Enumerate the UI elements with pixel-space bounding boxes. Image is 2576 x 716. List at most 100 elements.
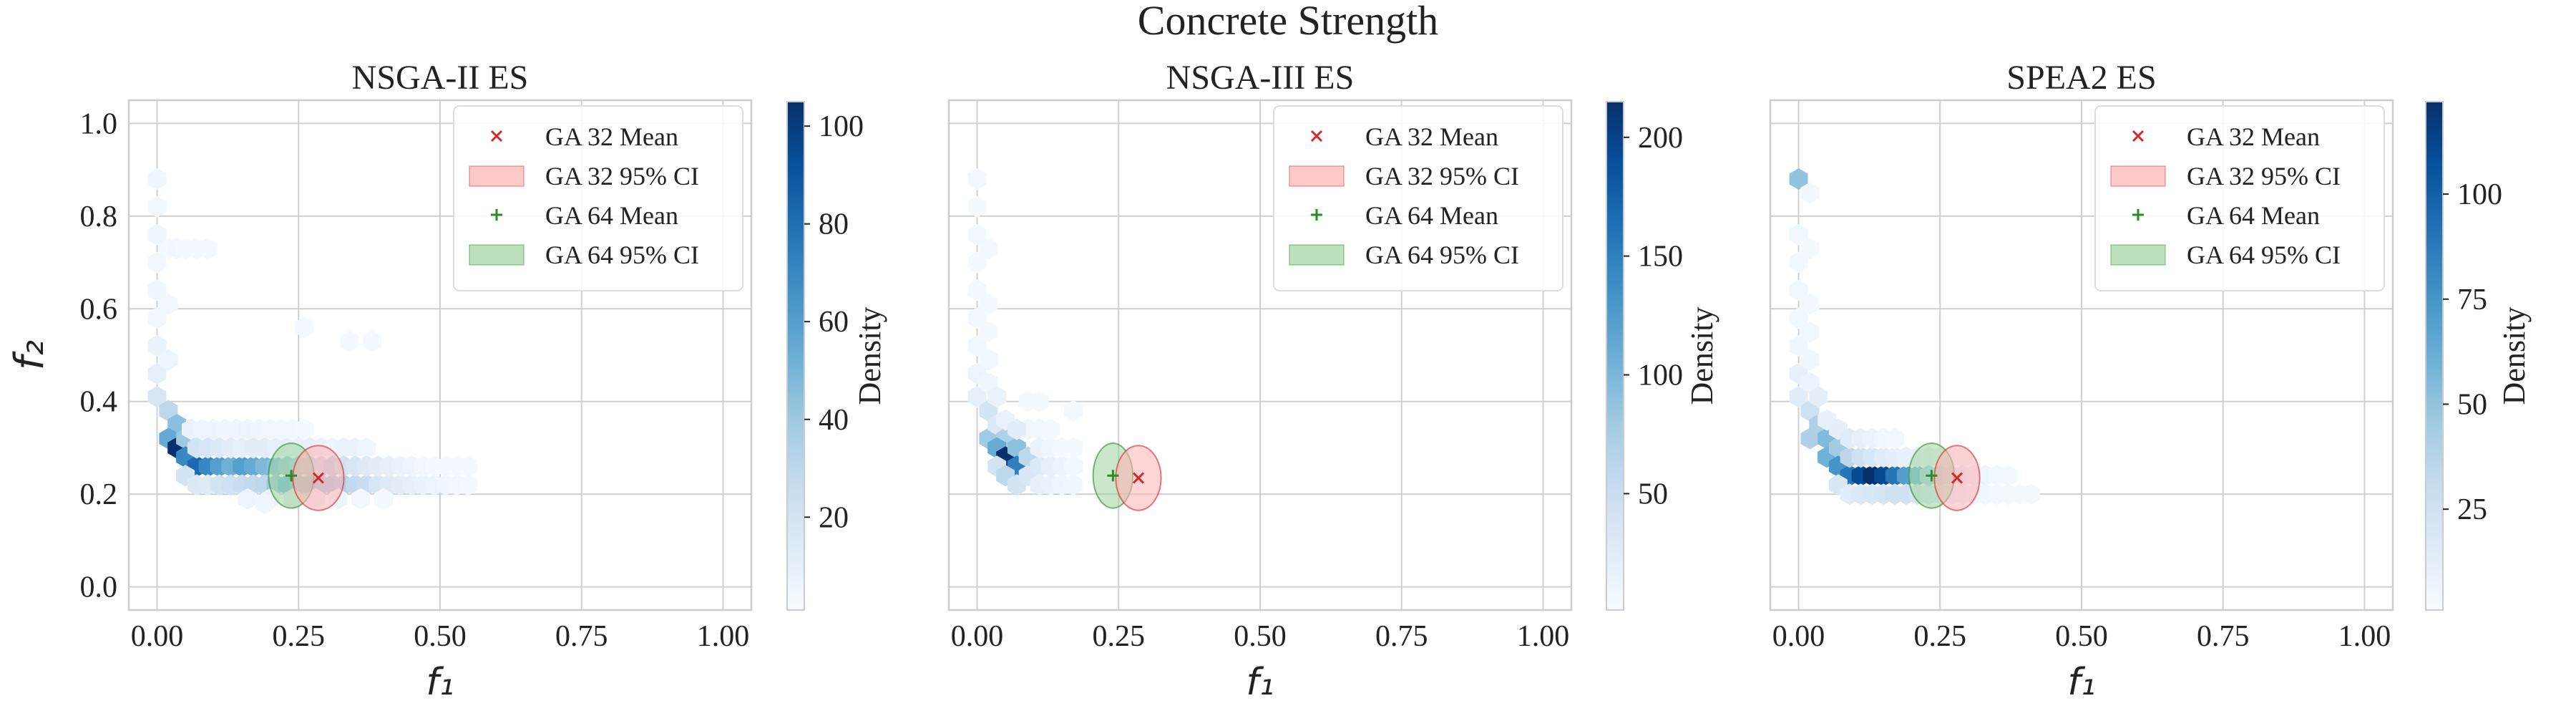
hexbin-cell [979,321,998,343]
hexbin-cell [459,455,478,478]
subplot-title: NSGA-III ES [1166,59,1355,97]
ga64-mean-marker [285,470,297,482]
legend-ga32-mean-symbol [1310,130,1323,142]
x-tick-label: 0.00 [131,620,184,653]
y-tick-label: 1.0 [80,107,118,140]
legend-ga32-ci-patch [1289,165,1345,187]
hexbin-cell [979,372,998,394]
hexbin-layer [967,168,1083,496]
ga32-mean-marker [312,472,325,484]
hexbin-cell [979,238,998,260]
subplot-title: SPEA2 ES [2006,59,2156,97]
legend-label: GA 64 95% CI [1365,241,1519,269]
hexbin-cell [1064,474,1083,496]
legend-ga32-mean-symbol [2132,130,2145,142]
hexbin-cell [147,195,167,218]
hexbin-cell [1064,437,1083,459]
colorbar-label: Density [852,307,887,405]
x-tick-label: 0.25 [1914,620,1967,653]
colorbar-gradient [2425,101,2444,611]
ga32-mean-marker [1951,472,1963,484]
hexbin-cell [1789,386,1808,408]
hexbin-cell [295,316,314,339]
colorbar-tick-label: 100 [819,110,864,143]
figure-title: Concrete Strength [1138,0,1438,44]
x-tick-label: 0.50 [1234,620,1287,653]
hexbin-cell [238,488,258,510]
hexbin-cell [967,335,987,357]
legend-ga64-ci-patch [469,244,525,266]
hexbin-cell [1800,372,1820,394]
legend-label: GA 32 95% CI [545,162,699,190]
legend-ga64-ci-patch [2110,244,2166,266]
hexbin-cell [979,293,998,315]
legend: GA 32 Mean GA 32 95% CI GA 64 Mean GA 64 95… [453,105,743,291]
hexbin-cell [967,223,987,246]
ga64-mean-marker [1926,470,1938,482]
legend-label: GA 64 Mean [1365,201,1498,230]
colorbar: 25 50 75 100 Density [2425,101,2532,611]
hexbin-cell [967,168,987,190]
colorbar-label: Density [1684,307,1719,405]
y-tick-label: 0.6 [80,293,118,326]
hexbin-cell [1789,168,1808,190]
hexbin-cell [147,307,167,329]
hexbin-cell [147,251,167,274]
hexbin-cell [967,307,987,329]
colorbar-tick-label: 50 [2457,388,2487,421]
colorbar-gradient [1606,101,1624,611]
hexbin-cell [1789,223,1808,246]
y-axis-label: f₂ [6,340,53,370]
colorbar-tick-label: 75 [2457,284,2487,316]
hexbin-cell [1800,182,1820,204]
hexbin-cell [1789,335,1808,357]
subplot-1: NSGA-II ES 0.00 0.25 0.50 0.75 1.00 0.0 0.2 0.4 0… [6,59,887,704]
hexbin-cell [147,362,167,384]
colorbar-tick-label: 40 [819,404,849,437]
y-tick-label: 0.0 [80,571,118,604]
legend-label: GA 32 Mean [545,122,678,151]
hexbin-cell [1809,386,1828,408]
hexbin-cell [159,293,178,315]
hexbin-cell [147,279,167,301]
legend-box [1273,105,1563,291]
legend-label: GA 32 95% CI [2187,162,2341,190]
ga32-mean-stroke [312,472,325,484]
hexbin-cell [374,488,393,510]
colorbar-tick-label: 100 [1638,359,1683,392]
colorbar-tick-label: 60 [819,306,849,339]
x-axis-label: f₁ [426,661,454,704]
colorbar-tick-label: 50 [1638,478,1668,511]
hexbin-cell [1800,293,1820,315]
legend-label: GA 32 95% CI [1365,162,1519,190]
legend-ga64-mean-symbol [2132,209,2144,221]
x-axis-label: f₁ [1246,661,1274,704]
hexbin-cell [1800,321,1820,343]
hexbin-cell [967,195,987,218]
hexbin-cell [363,330,382,352]
hexbin-cell [1041,418,1060,440]
x-axis-label: f₁ [2067,661,2095,704]
legend-label: GA 64 95% CI [545,241,699,269]
legend-symbol-stroke [2132,130,2145,142]
hexbin-cell [1789,307,1808,329]
x-tick-label: 0.50 [414,620,467,653]
colorbar-gradient [786,101,805,611]
hexbin-cell [1885,427,1904,450]
legend-box [2094,105,2385,291]
hexbin-cell [967,386,987,408]
hexbin-cell [987,386,1007,408]
hexbin-cell [147,223,167,246]
x-tick-label: 0.75 [1375,620,1428,653]
hexbin-cell [1789,279,1808,301]
legend-label: GA 32 Mean [2187,122,2320,151]
subplot-2: NSGA-III ES 0.00 0.25 0.50 0.75 1.00 f₁ GA 32 M… [947,59,1719,704]
legend-ga32-mean-symbol [490,130,503,142]
hexbin-cell [147,168,167,190]
hexbin-cell [979,349,998,371]
ga32-mean-marker [1132,472,1145,484]
legend-ga64-mean-symbol [1311,209,1322,221]
plot-frame [127,99,753,611]
